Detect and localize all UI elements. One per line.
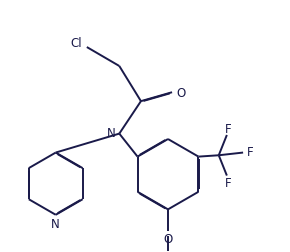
- Text: Cl: Cl: [71, 37, 82, 49]
- Text: O: O: [163, 232, 173, 245]
- Text: N: N: [107, 126, 116, 139]
- Text: F: F: [225, 176, 231, 189]
- Text: O: O: [176, 86, 185, 99]
- Text: F: F: [225, 122, 231, 135]
- Text: F: F: [247, 145, 254, 158]
- Text: N: N: [51, 217, 60, 230]
